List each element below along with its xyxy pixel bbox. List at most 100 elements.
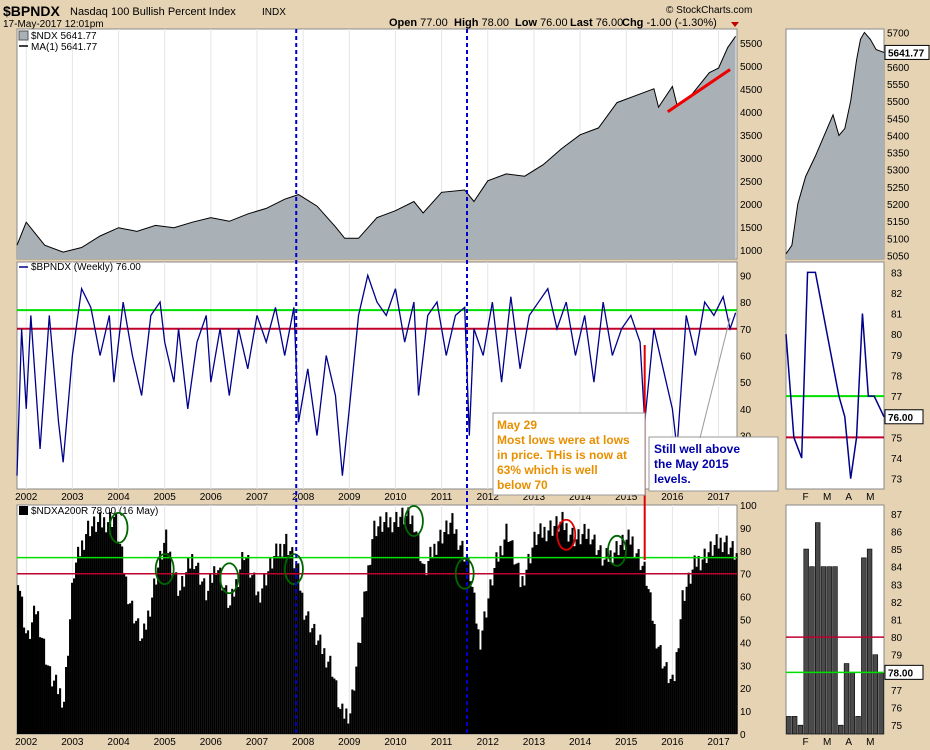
breadth-bar (273, 556, 276, 734)
zoom-breadth-bar (872, 654, 879, 735)
breadth-bar (443, 531, 446, 734)
breadth-bar (55, 674, 58, 734)
breadth-bar (173, 573, 176, 734)
breadth-bar (239, 569, 242, 734)
breadth-bar (441, 543, 444, 734)
breadth-bar (525, 569, 528, 734)
breadth-bar (393, 522, 396, 734)
breadth-bar (457, 549, 460, 734)
breadth-bar (237, 586, 240, 734)
breadth-bar (331, 676, 334, 734)
breadth-bar (129, 603, 132, 734)
breadth-bar (659, 645, 662, 734)
breadth-bar (235, 579, 238, 734)
breadth-bar (367, 565, 370, 734)
price-tick-label: 2000 (740, 200, 763, 211)
breadth-bar (641, 565, 644, 734)
breadth-bar (47, 665, 50, 734)
breadth-bar (269, 557, 272, 734)
breadth-bar (697, 555, 700, 734)
breadth-bar (171, 575, 174, 734)
breadth-bar (619, 544, 622, 734)
breadth-bar (613, 552, 616, 734)
breadth-bar (221, 590, 224, 734)
breadth-bar (553, 526, 556, 734)
breadth-bar (339, 709, 342, 734)
green-highlight-circle (219, 562, 240, 595)
breadth-bar (251, 575, 254, 734)
breadth-bar (333, 678, 336, 734)
breadth-bar (587, 528, 590, 734)
price-trendline (666, 68, 731, 114)
breadth-bar (645, 585, 648, 734)
breadth-bar (401, 507, 404, 734)
year-label-bottom: 2015 (615, 737, 638, 748)
year-label-middle: 2011 (431, 492, 453, 503)
breadth-bar (19, 590, 22, 734)
price-tick-label: 5000 (740, 62, 763, 73)
breadth-tick-label: 100 (740, 501, 757, 512)
breadth-bar (715, 534, 718, 734)
breadth-bar (41, 637, 44, 734)
breadth-bar (377, 526, 380, 734)
breadth-bar (527, 553, 530, 734)
breadth-bar (627, 529, 630, 734)
breadth-bar (219, 567, 222, 734)
breadth-bar (267, 571, 270, 734)
breadth-bar (89, 536, 92, 734)
breadth-bar (487, 598, 490, 734)
breadth-bar (643, 561, 646, 734)
breadth-bar (387, 527, 390, 734)
breadth-bar (583, 523, 586, 734)
breadth-bar (509, 541, 512, 734)
zoom-breadth-bar (815, 522, 821, 735)
breadth-bar (121, 546, 124, 734)
breadth-bar (677, 648, 680, 734)
zoom-breadth-bar (855, 716, 861, 735)
breadth-bar (17, 585, 20, 734)
breadth-bar (365, 591, 368, 734)
breadth-bar (713, 544, 716, 734)
breadth-bar (231, 588, 234, 734)
year-label-bottom: 2008 (292, 737, 315, 748)
breadth-bar (481, 630, 484, 734)
breadth-bar (495, 552, 498, 734)
ma-legend: MA(1) 5641.77 (31, 42, 98, 53)
breadth-bar (599, 545, 602, 734)
breadth-bar (313, 623, 316, 734)
year-label-middle: 2007 (246, 492, 269, 503)
breadth-bar (683, 600, 686, 734)
breadth-bar (37, 611, 40, 734)
breadth-bar (679, 619, 682, 734)
breadth-bar (687, 572, 690, 734)
year-label-middle: 2006 (200, 492, 223, 503)
breadth-bar (193, 569, 196, 734)
zoom-bpi-tick: 81 (891, 310, 903, 321)
breadth-bar (499, 545, 502, 734)
breadth-bar (133, 623, 136, 734)
breadth-bar (97, 522, 100, 734)
breadth-bar (271, 568, 274, 734)
breadth-bar (191, 554, 194, 734)
breadth-bar (295, 564, 298, 734)
breadth-bar (711, 555, 714, 734)
breadth-bar (545, 541, 548, 734)
breadth-bar (421, 563, 424, 734)
breadth-bar (257, 591, 260, 734)
breadth-bar (105, 532, 108, 734)
breadth-tick-label: 0 (740, 730, 746, 741)
breadth-bar (183, 586, 186, 734)
breadth-bar (633, 557, 636, 734)
breadth-bar (411, 515, 414, 734)
annotation-pointer (699, 317, 731, 439)
breadth-bar (101, 527, 104, 734)
breadth-bar (301, 592, 304, 734)
breadth-bar (59, 688, 62, 734)
breadth-bar (117, 541, 120, 734)
breadth-bar (483, 611, 486, 734)
breadth-bar (491, 585, 494, 734)
breadth-bar (281, 556, 284, 734)
breadth-bar (359, 643, 362, 734)
blue-annotation-box (648, 436, 779, 492)
breadth-bar (717, 548, 720, 734)
